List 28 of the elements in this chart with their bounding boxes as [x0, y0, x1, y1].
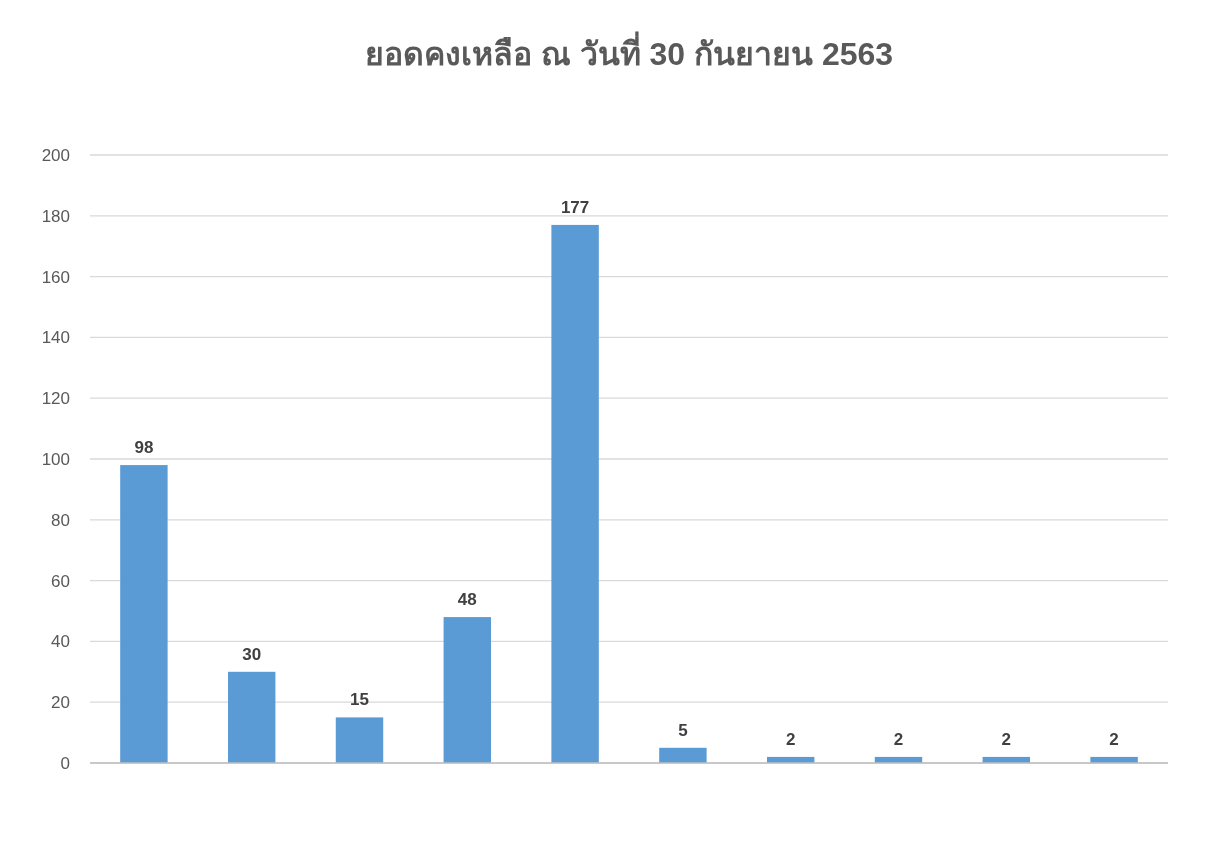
bar — [335, 717, 384, 763]
bar — [659, 747, 707, 763]
y-tick-label: 120 — [41, 389, 70, 409]
chart-title: ยอดคงเหลือ ณ วันที่ 30 กันยายน 2563 — [364, 31, 894, 72]
y-tick-label: 20 — [51, 693, 70, 713]
y-tick-label: 140 — [41, 328, 70, 348]
data-label: 30 — [242, 644, 262, 664]
y-tick-label: 80 — [51, 510, 70, 530]
data-label: 2 — [1109, 729, 1119, 749]
data-label: 98 — [134, 438, 154, 458]
data-label: 2 — [893, 729, 904, 749]
bar — [443, 617, 492, 763]
y-tick-label: 180 — [41, 206, 70, 226]
data-label: 5 — [678, 720, 688, 740]
bar — [120, 465, 168, 763]
data-label: 15 — [350, 690, 369, 710]
data-label: 177 — [560, 197, 590, 217]
y-tick-label: 0 — [60, 754, 70, 773]
y-tick-label: 100 — [41, 450, 70, 469]
data-label: 48 — [457, 590, 477, 610]
bar — [551, 224, 599, 763]
y-tick-label: 40 — [51, 632, 70, 652]
data-label: 2 — [785, 729, 796, 749]
bar — [227, 671, 276, 763]
y-tick-label: 200 — [41, 146, 70, 165]
y-tick-label: 60 — [51, 571, 70, 591]
y-tick-label: 160 — [41, 267, 70, 287]
data-label: 2 — [1001, 729, 1012, 749]
